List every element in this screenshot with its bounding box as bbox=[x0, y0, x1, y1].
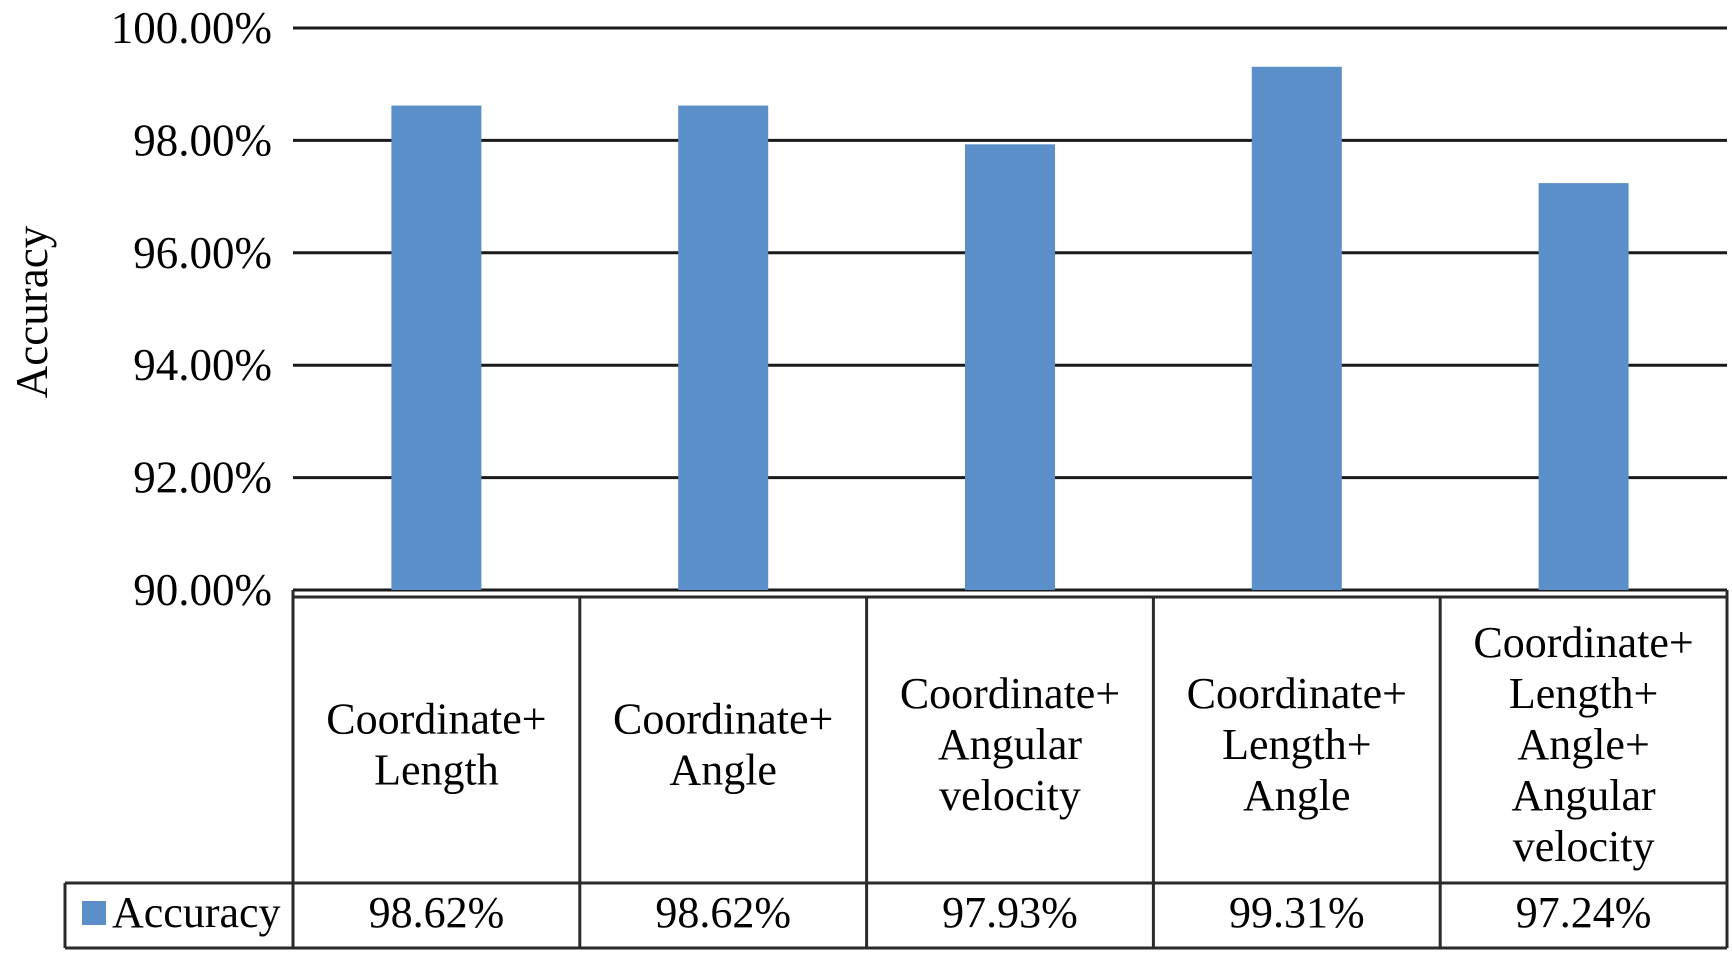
y-tick-label: 96.00% bbox=[133, 228, 272, 278]
category-labels: Coordinate+ Length Coordinate+ Angle Coordin… bbox=[326, 618, 1694, 871]
y-tick-label: 98.00% bbox=[133, 115, 272, 165]
y-tick-label: 92.00% bbox=[133, 453, 272, 503]
category-label: Coordinate+ Angular velocity bbox=[900, 669, 1120, 820]
bar bbox=[391, 105, 482, 590]
y-axis-title: Accuracy bbox=[7, 225, 57, 398]
category-label: Coordinate+ Angle bbox=[613, 695, 833, 795]
bar bbox=[965, 144, 1055, 591]
value-labels: 98.62% 98.62% 97.93% 99.31% 97.24% bbox=[369, 888, 1652, 937]
category-label: Coordinate+ Length+ Angle+ Angular velocity bbox=[1473, 618, 1693, 871]
y-tick-labels: 90.00% 92.00% 94.00% 96.00% 98.00% 100.00% bbox=[111, 3, 272, 615]
value-label: 98.62% bbox=[369, 888, 505, 937]
y-tick-label: 100.00% bbox=[111, 3, 272, 53]
bars bbox=[391, 66, 1629, 591]
category-label: Coordinate+ Length bbox=[326, 695, 546, 795]
category-label: Coordinate+ Length+ Angle bbox=[1187, 669, 1407, 820]
value-label: 97.24% bbox=[1516, 888, 1652, 937]
bar bbox=[1251, 66, 1342, 590]
value-label: 99.31% bbox=[1229, 888, 1365, 937]
data-table bbox=[63, 590, 1729, 950]
y-tick-label: 90.00% bbox=[133, 565, 272, 615]
legend-label: Accuracy bbox=[112, 888, 281, 937]
legend-swatch bbox=[82, 901, 106, 925]
bar bbox=[1538, 183, 1629, 590]
value-label: 98.62% bbox=[655, 888, 791, 937]
y-tick-label: 94.00% bbox=[133, 340, 272, 390]
bar bbox=[678, 105, 769, 590]
value-label: 97.93% bbox=[942, 888, 1078, 937]
legend: Accuracy bbox=[82, 888, 281, 937]
